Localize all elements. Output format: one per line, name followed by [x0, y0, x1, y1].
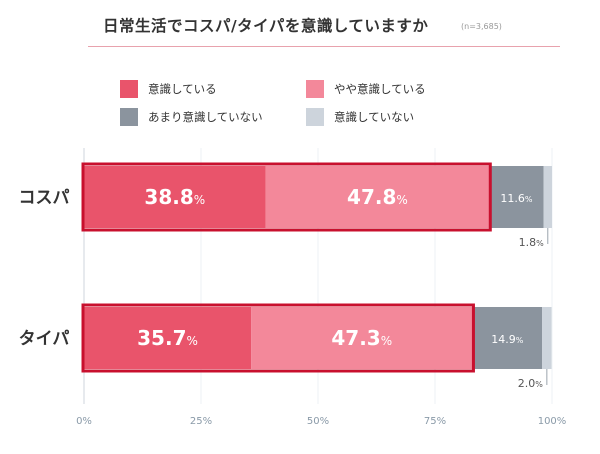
- bar-segment-1-0: [84, 307, 252, 369]
- legend-label-not-aware: 意識していない: [334, 110, 415, 124]
- bar-segment-0-2: [489, 166, 544, 228]
- highlight-frame-1: [81, 303, 475, 373]
- legend-label-not-very-aware: あまり意識していない: [148, 110, 263, 124]
- bar-segment-1-1: [251, 307, 473, 369]
- legend-swatch-somewhat-aware: [306, 80, 324, 98]
- x-tick-label-75: 75%: [424, 416, 446, 427]
- bar-segment-0-1: [265, 166, 490, 228]
- legend-swatch-not-aware: [306, 108, 324, 126]
- data-label-0-0: 38.8%: [144, 185, 205, 209]
- bar-segment-0-3: [543, 166, 552, 228]
- chart-title: 日常生活でコスパ/タイパを意識していますか: [103, 17, 429, 35]
- data-label-1-0: 35.7%: [137, 326, 198, 350]
- x-tick-label-50: 50%: [307, 416, 329, 427]
- data-label-0-1: 47.8%: [347, 185, 408, 209]
- x-tick-label-25: 25%: [190, 416, 212, 427]
- chart-header: 日常生活でコスパ/タイパを意識していますか (n=3,685): [0, 0, 600, 50]
- x-tick-label-100: 100%: [538, 416, 567, 427]
- data-label-0-3: 1.8%: [519, 236, 545, 249]
- data-label-0-2: 11.6%: [500, 192, 533, 205]
- bar-segment-1-3: [542, 307, 552, 369]
- category-label-0: コスパ: [19, 188, 70, 208]
- title-divider: [88, 46, 560, 47]
- legend-swatch-aware: [120, 80, 138, 98]
- x-tick-label-0: 0%: [76, 416, 92, 427]
- chart-subtitle: (n=3,685): [461, 22, 502, 31]
- data-label-1-3: 2.0%: [518, 377, 544, 390]
- legend-label-aware: 意識している: [148, 82, 217, 96]
- legend-swatch-not-very-aware: [120, 108, 138, 126]
- bar-segment-1-2: [472, 307, 543, 369]
- bar-segment-0-0: [84, 166, 266, 228]
- data-label-1-1: 47.3%: [331, 326, 392, 350]
- category-label-1: タイパ: [19, 329, 70, 349]
- data-label-1-2: 14.9%: [491, 333, 524, 346]
- legend-label-somewhat-aware: やや意識している: [334, 82, 426, 96]
- highlight-frame-0: [81, 162, 492, 232]
